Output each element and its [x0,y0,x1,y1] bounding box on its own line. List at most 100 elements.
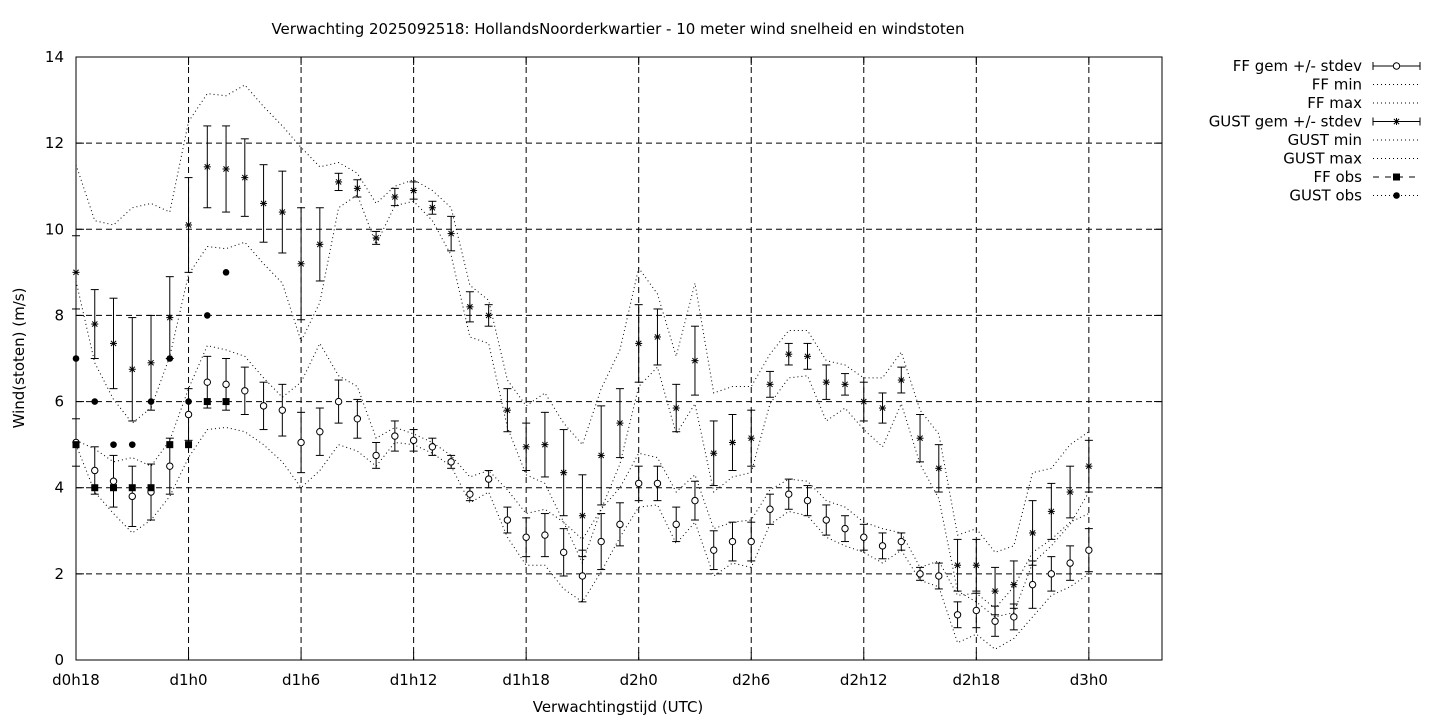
gust-mean-point [616,419,624,427]
gust-mean-point [260,199,268,207]
ff-mean-point [653,479,662,488]
ff-mean-point [691,496,699,505]
x-tick-label: d3h0 [1070,671,1108,689]
gust-mean-point [879,404,887,412]
ff-obs-point [147,484,155,492]
gust-mean-point [897,376,905,384]
ff-mean-point [391,432,399,440]
gust-mean-point [447,230,455,238]
gust-mean-point [185,221,193,229]
plot-frame [75,56,1163,661]
legend-entry: FF max [1307,94,1420,112]
x-axis-title: Verwachtingstijd (UTC) [533,698,704,716]
ff-mean-point [541,531,549,539]
gust-mean-point [503,406,511,414]
legend-label: FF gem +/- stdev [1233,57,1362,75]
ff-mean-point [935,572,943,580]
gust-mean-point [972,561,980,569]
y-tick-label: 12 [45,134,64,152]
gust-mean-point [372,234,380,242]
gust-mean-point [560,469,568,477]
ff-mean-point [785,490,793,498]
gust-mean-point [1085,462,1093,470]
gust-mean-point [728,438,736,446]
gust-mean-point [954,561,962,569]
gust-mean-point [597,451,605,459]
series-markers [72,163,1093,625]
y-tick-label: 10 [45,220,64,238]
ff-mean-point [1085,546,1093,554]
grid [75,57,1162,660]
ff-mean-point [353,415,362,423]
gust-mean-point [203,163,211,171]
y-tick-label: 14 [45,48,64,66]
ff-mean-point [447,458,455,466]
legend-entry: GUST obs [1289,187,1420,205]
legend-marker [1393,173,1400,181]
gust-mean-point [935,464,943,472]
ff-mean-point [522,533,530,541]
gust-obs-point [110,441,117,448]
gust-mean-point [785,350,793,358]
ff-obs-point [72,441,80,449]
gust-mean-point [297,260,305,268]
y-tick-label: 6 [54,393,64,411]
ff-mean-point [91,466,99,475]
ff-mean-point [822,516,830,524]
ff-obs-point [110,484,118,492]
axis-ticks: 0 2 4 6 8 10 12 14 d0h18 d1h0 d1h6 d1h12 d1h18 d2h0 d2… [45,48,1162,689]
gust-mean-point [804,352,812,360]
ff-mean-point [747,537,755,546]
gust-mean-point [485,311,493,319]
ff-mean-point [710,546,718,554]
ff-mean-point [466,490,474,498]
gust-mean-point [991,587,999,595]
legend-marker [1392,62,1401,70]
x-tick-label: d1h18 [502,671,550,689]
ff-mean-point [222,380,230,389]
ff-obs-point [185,441,193,449]
ff-mean-point [109,477,118,485]
gust-mean-point [410,187,418,195]
ff-mean-point [991,617,999,625]
ff-mean-point [578,572,587,580]
ff-mean-point [241,387,249,395]
ff-mean-point [559,548,568,557]
ff-mean-point [672,520,680,529]
gust-mean-point [522,443,530,451]
gust-mean-point [241,174,249,182]
gust-mean-point [1047,507,1055,515]
gust-mean-point [1066,488,1074,496]
gust-mean-point [128,365,136,373]
ff-max-line [75,342,1090,610]
ff-mean-point [634,479,643,488]
ff-obs-point [128,484,136,492]
legend-entry: FF obs [1313,168,1420,186]
legend-entry: GUST min [1288,131,1420,149]
x-tick-label: d1h6 [282,671,320,689]
gust-mean-point [653,333,661,341]
legend-entry: FF gem +/- stdev [1233,57,1421,75]
gust-mean-point [691,357,699,365]
gust-obs-point [128,441,136,448]
ff-mean-point [597,537,605,546]
gust-mean-point [1010,581,1018,589]
gust-mean-point [316,240,324,248]
gust-mean-point [428,204,436,212]
gust-mean-point [841,380,849,388]
legend-label: GUST max [1283,150,1362,168]
ff-mean-point [316,428,324,436]
ff-obs-point [222,398,230,406]
ff-mean-point [803,496,812,505]
x-tick-label: d1h12 [390,671,438,689]
gust-mean-point [710,449,718,457]
legend-entry: FF min [1312,76,1420,94]
legend-label: GUST min [1288,131,1362,149]
ff-obs-point [91,484,99,492]
ff-mean-point [334,397,343,406]
gust-mean-point [860,398,868,406]
legend-label: GUST gem +/- stdev [1209,113,1362,131]
gust-mean-point [147,359,155,367]
ff-mean-point [259,402,268,410]
